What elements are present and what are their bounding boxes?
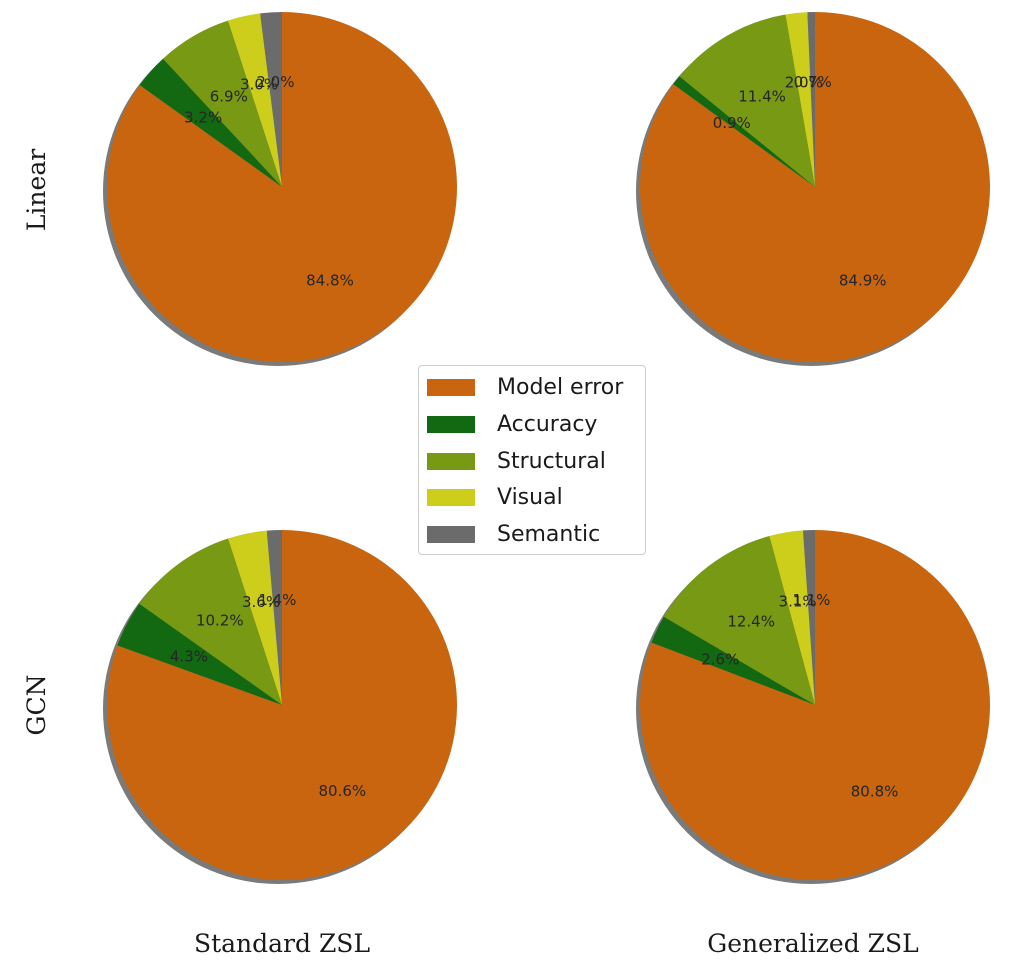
slice-label-semantic: 1.1% [792,591,830,609]
slice-model-error [640,530,990,881]
slice-label-model-error: 80.8% [851,782,899,800]
slice-label-visual: 2.0% [785,74,823,92]
legend-item-model-error: Model error [427,372,623,402]
slice-label-semantic: 2.0% [256,73,294,91]
slice-semantic [260,12,282,187]
slice-label-structural: 10.2% [196,611,244,629]
slice-accuracy [673,76,815,187]
slice-label-visual: 3.0% [240,76,278,94]
legend-swatch [427,488,475,506]
slice-accuracy [139,58,282,187]
legend-label: Visual [497,484,563,510]
row-label-gcn: GCN [22,675,51,736]
column-label-generalized-zsl: Generalized ZSL [707,929,919,958]
legend-item-visual: Visual [427,482,563,512]
pie-gcn-standard-zsl: 1.4%3.6%10.2% 4.3% 80.6% [103,530,458,884]
legend-label: Semantic [497,521,601,547]
slice-label-semantic: 1.4% [258,591,296,609]
row-label-linear: Linear [22,149,51,231]
pie-linear-generalized-zsl: 0.7%2.0%11.4% 0.9% 84.9% [636,12,991,366]
slice-label-accuracy: 4.3% [170,647,208,665]
pie-gcn-generalized-zsl: 1.1%3.1%12.4% 2.6% 80.8% [636,530,990,884]
legend-label: Accuracy [497,411,598,437]
column-label-standard-zsl: Standard ZSL [194,929,370,958]
slice-label-model-error: 80.6% [318,782,366,800]
slice-structural [139,538,282,705]
slice-structural [162,20,282,188]
slice-visual [227,530,282,705]
slice-label-accuracy: 2.6% [701,651,739,669]
slice-semantic [807,12,815,187]
legend-label: Structural [497,448,606,474]
slice-label-visual: 3.1% [779,592,817,610]
legend-swatch [427,378,475,396]
slice-model-error [640,12,991,362]
legend-swatch [427,525,475,543]
legend-swatch [427,452,475,470]
slice-semantic [266,530,282,705]
slice-label-accuracy: 3.2% [184,109,222,127]
slice-label-structural: 6.9% [210,87,248,105]
slice-model-error [107,530,458,880]
legend-item-accuracy: Accuracy [427,409,597,439]
legend-swatch [427,415,475,433]
pie-linear-standard-zsl: 2.0%3.0%6.9% 3.2% 84.8% [103,12,457,366]
slice-label-structural: 12.4% [727,613,775,631]
slice-accuracy [651,616,815,705]
slice-visual [769,530,815,705]
slice-label-accuracy: 0.9% [713,114,751,132]
slice-semantic [802,530,815,705]
slice-visual [227,13,282,187]
slice-label-semantic: 0.7% [794,73,832,91]
slice-structural [663,536,815,705]
slice-model-error [106,12,457,362]
legend-label: Model error [497,374,624,400]
slice-label-visual: 3.6% [242,593,280,611]
slice-structural [679,14,815,188]
slice-visual [785,12,815,188]
legend-item-semantic: Semantic [427,519,600,549]
legend: Model error Accuracy Structural Visual S… [418,365,646,555]
legend-item-structural: Structural [427,446,606,476]
slice-label-structural: 11.4% [738,87,786,105]
slice-label-model-error: 84.8% [306,271,354,289]
slice-label-model-error: 84.9% [839,272,887,290]
slice-accuracy [117,603,282,705]
